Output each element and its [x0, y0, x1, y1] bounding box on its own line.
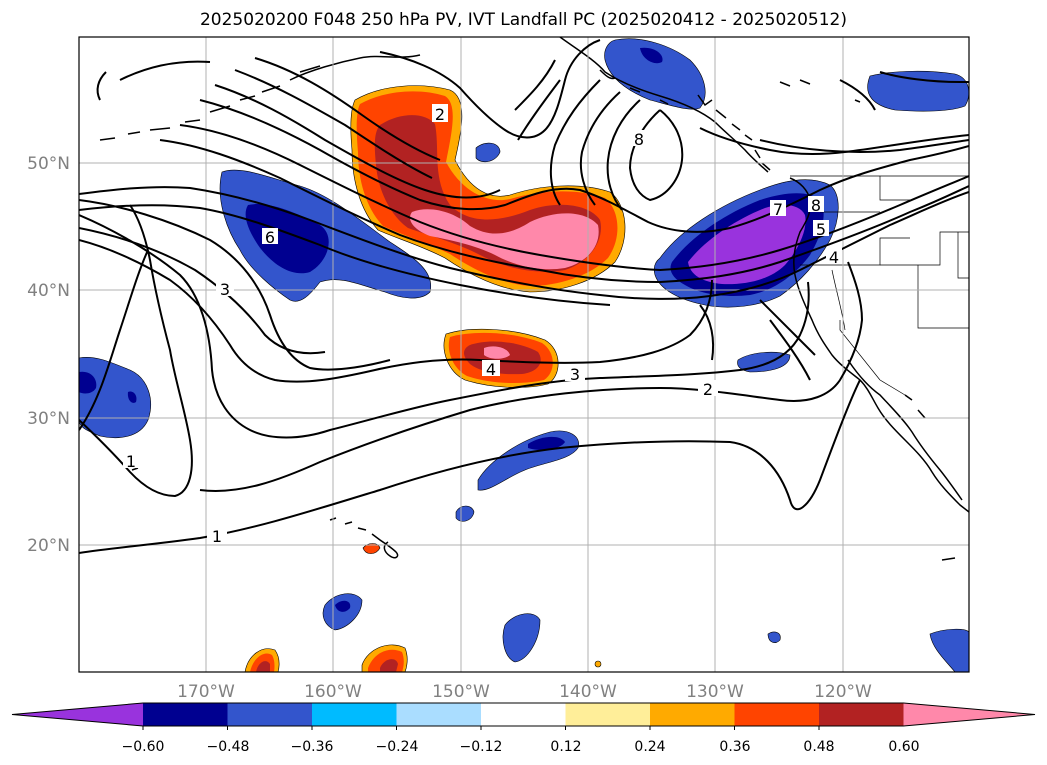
baja-california: [847, 359, 963, 501]
colorbar-tick-label: −0.12: [460, 739, 503, 755]
contour-label-5-coast: 5: [816, 220, 826, 239]
lon-label-170w: 170°W: [177, 682, 235, 702]
alaska-coast: [559, 37, 769, 173]
colorbar-tick-label: −0.24: [376, 739, 419, 755]
lon-label-130w: 130°W: [686, 682, 744, 702]
colorbar-tick-label: 0.60: [888, 739, 919, 755]
map-frame: [78, 36, 970, 673]
contour-label-8-alaska: 8: [634, 130, 644, 149]
coastlines: [99, 37, 969, 561]
map-title: 2025020200 F048 250 hPa PV, IVT Landfall…: [199, 10, 847, 30]
aleutian-islands: [99, 85, 281, 141]
lat-label-40n: 40°N: [27, 281, 70, 301]
gridlines: [79, 37, 969, 672]
lat-label-50n: 50°N: [27, 154, 70, 174]
colorbar: [11, 702, 1036, 730]
colorbar-segment: [481, 703, 566, 726]
colorbar-tick-label: 0.24: [634, 739, 665, 755]
contour-label-3-central: 3: [570, 365, 580, 384]
pv-contour-ridge-1: [79, 186, 969, 300]
pv-contour-4: [79, 239, 713, 383]
colorbar-tick-label: −0.36: [291, 739, 334, 755]
colorbar-segment: [396, 703, 482, 726]
contour-label-1-south: 1: [212, 527, 222, 546]
positive-anomaly-regions: [244, 85, 626, 672]
pv-contours: [79, 39, 969, 554]
contour-label-2-east: 2: [703, 380, 713, 399]
colorbar-extend-high: [903, 703, 1035, 726]
contour-label-6-west: 6: [265, 228, 275, 247]
neg-region-alaska: [604, 38, 706, 110]
colorbar-segment: [565, 703, 651, 726]
contour-label-1-west: 1: [126, 452, 136, 471]
north-america-coast: [789, 177, 969, 513]
colorbar-tick-labels: −0.60 −0.48 −0.36 −0.24 −0.12 0.12 0.24 …: [122, 739, 920, 755]
pos-region-ribbon-peak: [410, 209, 599, 270]
contour-labels: 1 1 2 2 3 3 4 4 5 6 7 8 8: [123, 104, 842, 546]
latitude-labels: 50°N 40°N 30°N 20°N: [27, 154, 70, 556]
pv-contour-1-west: [79, 204, 193, 498]
colorbar-tick-label: −0.48: [207, 739, 250, 755]
pv-contour-3: [79, 214, 810, 439]
colorbar-segment: [734, 703, 820, 726]
colorbar-tick-label: 0.12: [550, 739, 581, 755]
lat-label-20n: 20°N: [27, 536, 70, 556]
lat-label-30n: 30°N: [27, 409, 70, 429]
contour-label-3-west: 3: [220, 280, 230, 299]
neg-region-northeast: [867, 70, 969, 112]
contour-label-2-north: 2: [435, 105, 445, 124]
colorbar-extend-low: [12, 703, 143, 726]
pv-contour-8: [628, 109, 684, 202]
pv-contour-2-north: [379, 39, 601, 139]
colorbar-segment: [650, 703, 735, 726]
longitude-labels: 170°W 160°W 150°W 140°W 130°W 120°W: [177, 682, 872, 702]
colorbar-segment: [819, 703, 904, 726]
pv-contour-2: [79, 249, 864, 492]
pv-contour-ridge-3: [199, 99, 969, 233]
lon-label-120w: 120°W: [814, 682, 872, 702]
colorbar-segment: [143, 703, 228, 726]
colorbar-tick-label: −0.60: [122, 739, 165, 755]
map-plot-area: 1 1 2 2 3 3 4 4 5 6 7 8 8: [79, 37, 969, 672]
colorbar-segment: [227, 703, 313, 726]
contour-label-4-central: 4: [486, 360, 496, 379]
contour-label-7-coast: 7: [773, 200, 783, 219]
contour-label-4-coast: 4: [829, 248, 839, 267]
lon-label-160w: 160°W: [304, 682, 362, 702]
colorbar-segment: [312, 703, 397, 726]
colorbar-tick-label: 0.48: [803, 739, 834, 755]
colorbar-tick-label: 0.36: [719, 739, 750, 755]
lon-label-150w: 150°W: [432, 682, 490, 702]
neg-region-west-core: [245, 204, 329, 274]
lon-label-140w: 140°W: [559, 682, 617, 702]
political-borders: [790, 175, 969, 396]
contour-label-8-coast: 8: [811, 196, 821, 215]
pv-contour-ridge-2: [179, 124, 969, 272]
